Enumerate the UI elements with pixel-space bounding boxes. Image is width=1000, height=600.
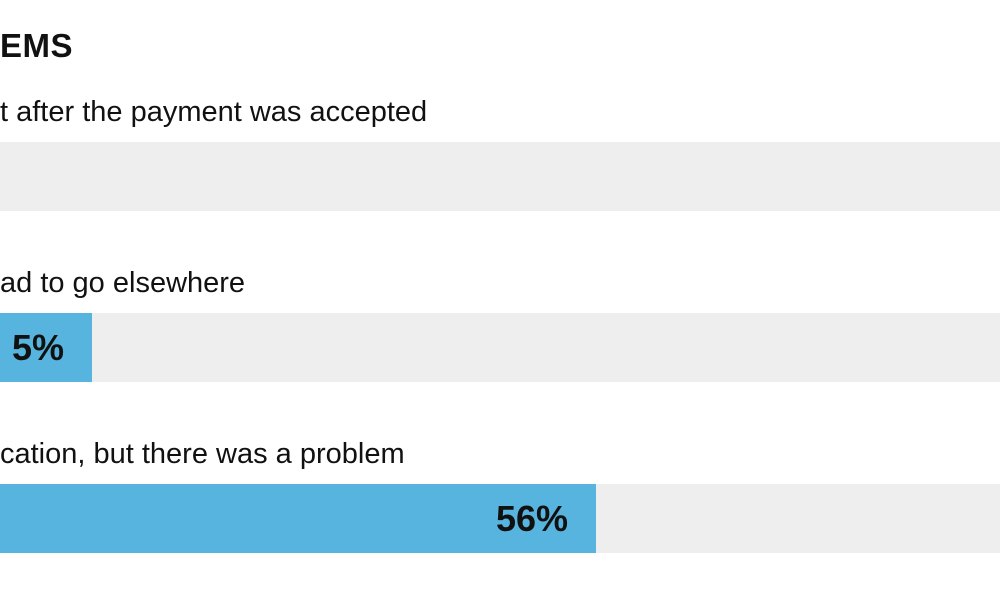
bar-value-label: 56% [495,498,568,539]
bar-track: 5% [0,313,1000,382]
bar-track: 56% [0,484,1000,553]
bar-label: ad to go elsewhere [0,267,246,299]
bar-value-label: 5% [11,327,64,368]
chart-title: EMS [0,27,74,64]
bar-label: cation, but there was a problem [0,438,405,470]
bar [0,313,92,382]
bar-track [0,142,1000,211]
bar [0,484,596,553]
bar-label: t after the payment was accepted [0,96,428,128]
